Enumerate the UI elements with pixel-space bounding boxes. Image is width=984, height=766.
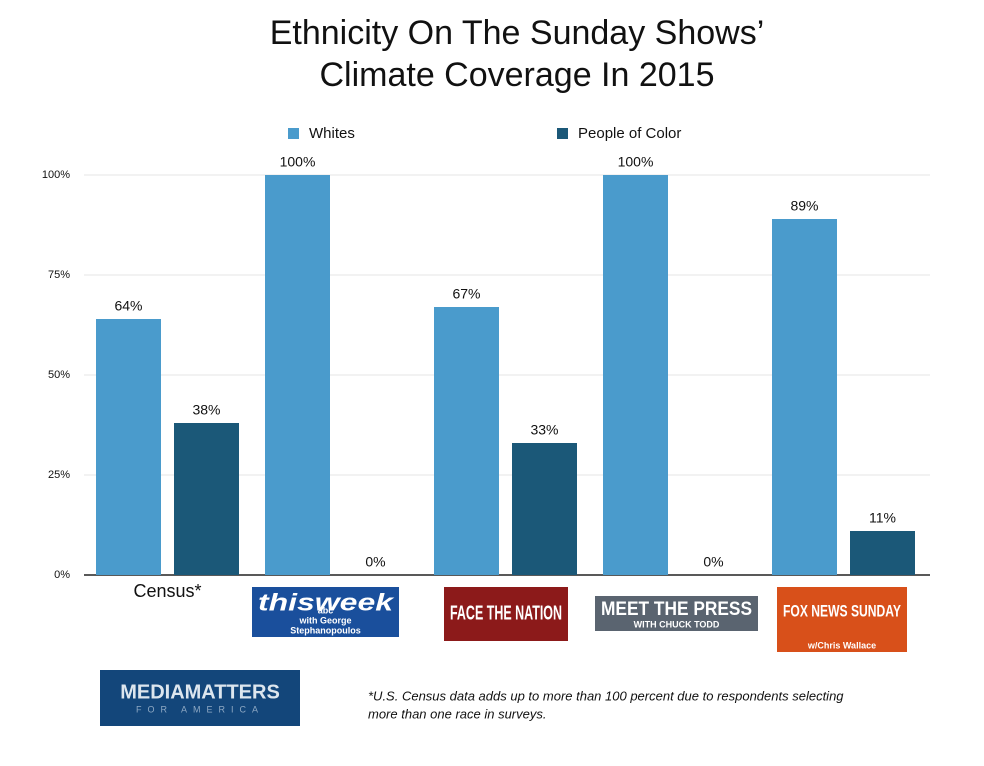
data-label: 64% xyxy=(114,298,142,314)
data-label: 38% xyxy=(192,402,220,418)
legend-label: People of Color xyxy=(578,125,681,142)
bar xyxy=(772,219,837,575)
show-logo xyxy=(444,587,568,641)
show-logo xyxy=(777,587,907,652)
legend-swatch xyxy=(557,128,568,139)
y-tick-label: 75% xyxy=(48,269,70,281)
data-label: 33% xyxy=(530,422,558,438)
legend-swatch xyxy=(288,128,299,139)
legend-label: Whites xyxy=(309,125,355,142)
data-label: 100% xyxy=(280,154,316,170)
show-logo xyxy=(252,587,399,637)
x-tick-label: FOX NEWS SUNDAY xyxy=(783,601,901,620)
bar xyxy=(512,443,577,575)
logo-text: WITH CHUCK TODD xyxy=(634,619,720,629)
data-label: 100% xyxy=(618,154,654,170)
brand-logo xyxy=(100,670,300,726)
data-label: 0% xyxy=(365,554,385,570)
bar xyxy=(434,307,499,575)
y-tick-label: 50% xyxy=(48,369,70,381)
bar xyxy=(265,175,330,575)
x-tick-label: Census* xyxy=(133,581,201,601)
bar xyxy=(603,175,668,575)
data-label: 11% xyxy=(869,510,896,526)
data-label: 89% xyxy=(790,198,818,214)
brand-name: MEDIAMATTERS xyxy=(120,681,280,703)
show-logo xyxy=(595,596,758,631)
footnote: *U.S. Census data adds up to more than 1… xyxy=(368,688,844,703)
footnote: more than one race in surveys. xyxy=(368,706,546,721)
logo-text: abc xyxy=(318,605,334,615)
bar xyxy=(850,531,915,575)
bar xyxy=(96,319,161,575)
x-tick-label: MEET THE PRESS xyxy=(601,599,752,620)
logo-text: with George xyxy=(298,615,351,625)
data-label: 67% xyxy=(452,286,480,302)
y-tick-label: 25% xyxy=(48,469,70,481)
brand-sub: FOR AMERICA xyxy=(136,704,264,714)
logo-text: Stephanopoulos xyxy=(290,625,361,635)
y-tick-label: 0% xyxy=(54,569,70,581)
x-tick-label: thisweek xyxy=(258,589,395,616)
y-tick-label: 100% xyxy=(42,169,70,181)
chart-subtitle: Climate Coverage In 2015 xyxy=(319,56,714,94)
x-tick-label: FACE THE NATION xyxy=(450,602,562,624)
data-label: 0% xyxy=(703,554,723,570)
logo-text: w/Chris Wallace xyxy=(807,640,876,650)
bar xyxy=(174,423,239,575)
chart-title: Ethnicity On The Sunday Shows’ xyxy=(270,14,765,52)
